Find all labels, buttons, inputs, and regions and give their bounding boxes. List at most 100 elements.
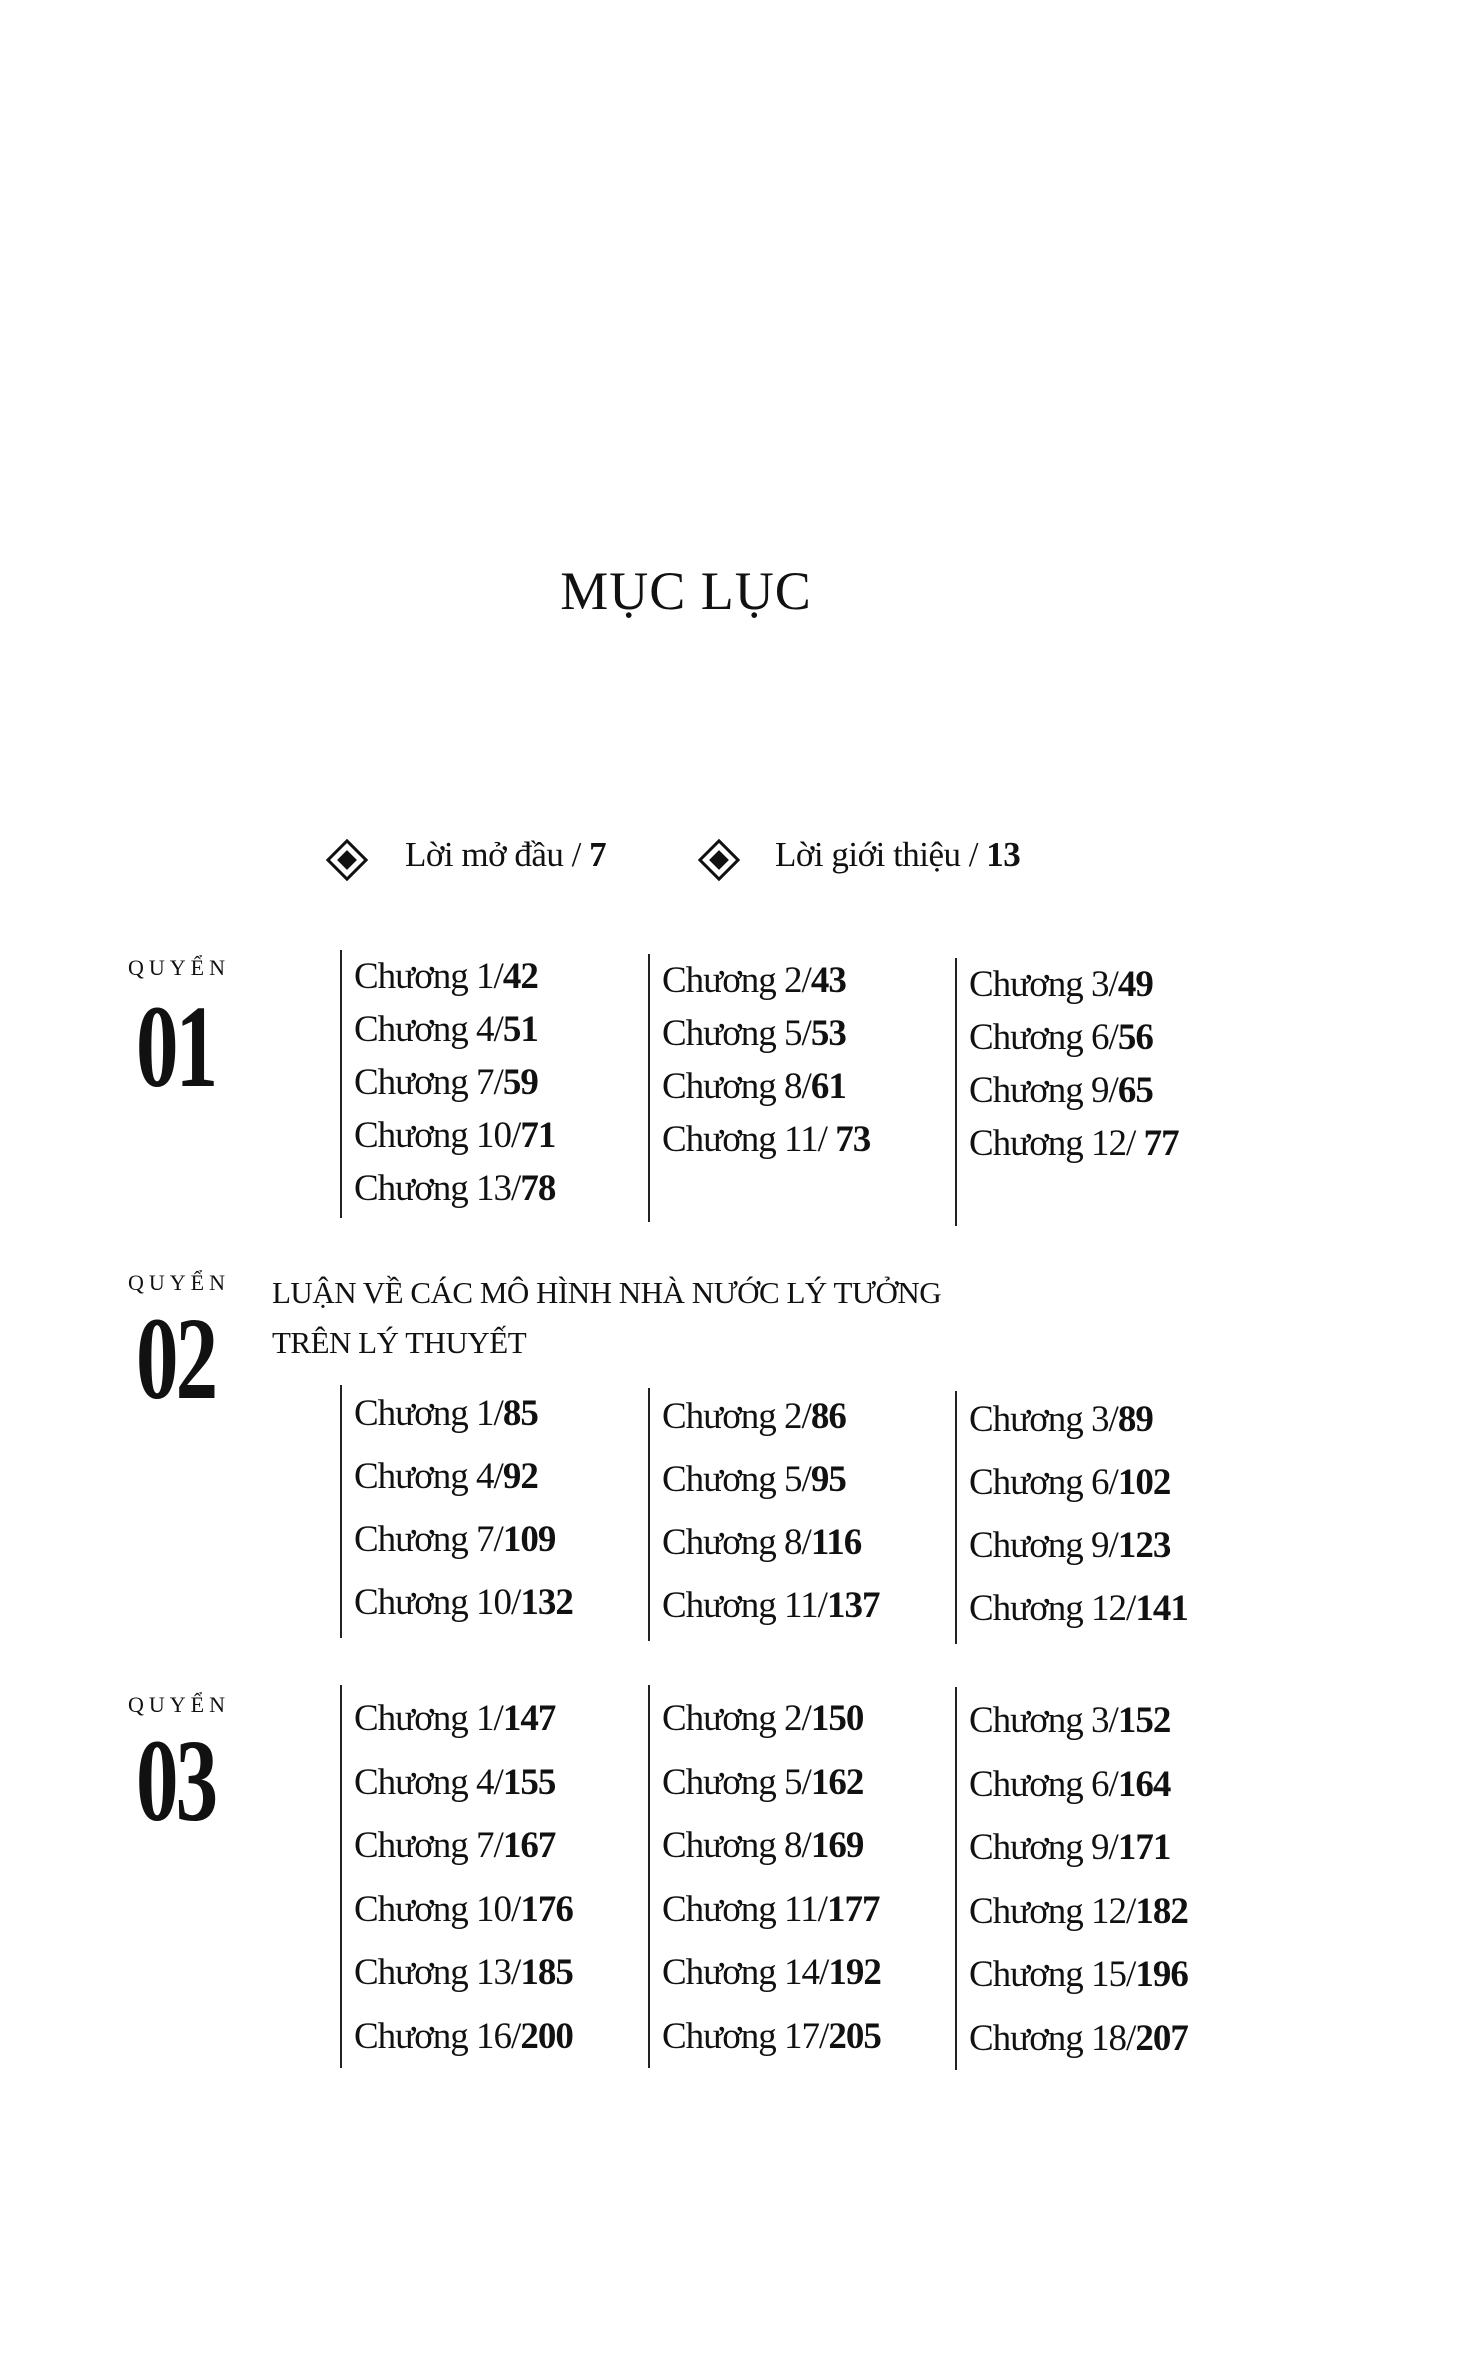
toc-entry[interactable]: Chương 11/177 <box>662 1888 880 1931</box>
entry-label: Chương 11/ <box>662 1888 828 1930</box>
toc-entry[interactable]: Chương 11/137 <box>662 1584 880 1627</box>
entry-label: Chương 4/ <box>354 1456 504 1497</box>
book-title-line: LUẬN VỀ CÁC MÔ HÌNH NHÀ NƯỚC LÝ TƯỞNG <box>272 1275 942 1310</box>
entry-page: 164 <box>1117 1763 1171 1805</box>
entry-label: Chương 11/ <box>662 1119 836 1160</box>
column-divider <box>955 1391 957 1644</box>
entry-label: Chương 3/ <box>969 1700 1119 1741</box>
entry-label: Chương 9/ <box>969 1525 1119 1566</box>
toc-entry[interactable]: Chương 18/207 <box>969 2017 1189 2060</box>
toc-entry[interactable]: Chương 2/43 <box>662 959 847 1002</box>
toc-entry[interactable]: Chương 17/205 <box>662 2015 882 2058</box>
entry-label: Chương 8/ <box>662 1825 812 1867</box>
entry-page: 53 <box>810 1013 847 1054</box>
entry-label: Chương 12/ <box>969 1123 1144 1164</box>
toc-entry[interactable]: Chương 8/116 <box>662 1521 862 1564</box>
entry-page: 162 <box>810 1761 864 1803</box>
toc-entry[interactable]: Chương 11/ 73 <box>662 1118 871 1161</box>
entry-page: 141 <box>1135 1588 1188 1629</box>
toc-entry[interactable]: Chương 6/164 <box>969 1763 1171 1806</box>
page-title: MỤC LỤC <box>560 561 812 621</box>
entry-label: Chương 7/ <box>354 1825 504 1867</box>
entry-page: 132 <box>520 1582 573 1623</box>
toc-entry[interactable]: Chương 10/176 <box>354 1888 574 1931</box>
diamond-bullet-icon <box>697 838 741 882</box>
toc-entry-preface[interactable]: Lời mở đầu / 7 <box>405 835 607 875</box>
toc-entry[interactable]: Chương 16/200 <box>354 2015 574 2058</box>
toc-entry[interactable]: Chương 12/141 <box>969 1587 1189 1630</box>
toc-entry[interactable]: Chương 6/102 <box>969 1461 1171 1504</box>
column-divider <box>955 958 957 1226</box>
toc-entry[interactable]: Chương 1/85 <box>354 1392 539 1435</box>
toc-entry[interactable]: Chương 9/171 <box>969 1826 1171 1869</box>
toc-entry[interactable]: Chương 13/185 <box>354 1951 574 1994</box>
entry-page: 56 <box>1117 1017 1154 1058</box>
toc-entry-introduction[interactable]: Lời giới thiệu / 13 <box>775 835 1021 875</box>
toc-entry[interactable]: Chương 5/95 <box>662 1458 847 1501</box>
toc-entry[interactable]: Chương 9/123 <box>969 1524 1171 1567</box>
toc-entry[interactable]: Chương 9/65 <box>969 1069 1154 1112</box>
book-label: QUYỂN <box>128 1270 230 1295</box>
toc-entry[interactable]: Chương 10/71 <box>354 1114 556 1157</box>
toc-entry[interactable]: Chương 4/92 <box>354 1455 539 1498</box>
toc-entry[interactable]: Chương 8/61 <box>662 1065 847 1108</box>
toc-entry[interactable]: Chương 5/162 <box>662 1761 864 1804</box>
column-divider <box>340 950 342 1218</box>
toc-entry[interactable]: Chương 2/86 <box>662 1395 847 1438</box>
book-title-line: TRÊN LÝ THUYẾT <box>272 1325 527 1360</box>
toc-entry[interactable]: Chương 12/ 77 <box>969 1122 1180 1165</box>
toc-entry[interactable]: Chương 3/152 <box>969 1699 1171 1742</box>
entry-page: 65 <box>1117 1070 1154 1111</box>
entry-page: 155 <box>502 1761 556 1803</box>
entry-page: 102 <box>1117 1462 1171 1503</box>
toc-entry[interactable]: Chương 1/42 <box>354 955 539 998</box>
column-divider <box>648 1685 650 2068</box>
column-divider <box>340 1685 342 2068</box>
entry-page: 171 <box>1117 1827 1171 1869</box>
entry-label: Chương 2/ <box>662 960 812 1001</box>
entry-label: Chương 1/ <box>354 1698 504 1739</box>
entry-page: 95 <box>810 1459 847 1500</box>
toc-entry[interactable]: Chương 2/150 <box>662 1697 864 1740</box>
entry-page: 85 <box>502 1393 539 1434</box>
toc-entry[interactable]: Chương 5/53 <box>662 1012 847 1055</box>
toc-entry[interactable]: Chương 4/51 <box>354 1008 539 1051</box>
entry-label: Chương 8/ <box>662 1522 812 1563</box>
toc-entry[interactable]: Chương 10/132 <box>354 1581 574 1624</box>
entry-label: Chương 9/ <box>969 1070 1119 1111</box>
entry-page: 147 <box>502 1698 556 1739</box>
toc-entry[interactable]: Chương 14/192 <box>662 1951 882 1994</box>
toc-entry[interactable]: Chương 1/147 <box>354 1697 556 1740</box>
toc-entry[interactable]: Chương 3/89 <box>969 1398 1154 1441</box>
toc-entry[interactable]: Chương 7/167 <box>354 1824 556 1867</box>
toc-entry[interactable]: Chương 4/155 <box>354 1761 556 1804</box>
entry-page: 192 <box>828 1952 881 1994</box>
toc-entry[interactable]: Chương 7/59 <box>354 1061 539 1104</box>
entry-label: Lời mở đầu / <box>405 835 590 874</box>
toc-entry[interactable]: Chương 12/182 <box>969 1890 1189 1933</box>
entry-page: 169 <box>810 1825 864 1867</box>
column-divider <box>648 1388 650 1641</box>
entry-page: 89 <box>1117 1399 1154 1440</box>
column-divider <box>648 954 650 1222</box>
entry-page: 182 <box>1135 1890 1188 1932</box>
entry-page: 200 <box>520 2016 573 2057</box>
toc-entry[interactable]: Chương 3/49 <box>969 963 1154 1006</box>
entry-page: 205 <box>828 2016 881 2057</box>
entry-label: Chương 10/ <box>354 1115 521 1156</box>
toc-entry[interactable]: Chương 6/56 <box>969 1016 1154 1059</box>
entry-page: 123 <box>1117 1525 1171 1566</box>
entry-page: 150 <box>810 1698 864 1739</box>
toc-entry[interactable]: Chương 7/109 <box>354 1518 556 1561</box>
entry-label: Chương 13/ <box>354 1952 521 1994</box>
entry-label: Chương 3/ <box>969 1399 1119 1440</box>
toc-entry[interactable]: Chương 15/196 <box>969 1953 1189 1996</box>
entry-label: Lời giới thiệu / <box>775 835 987 874</box>
entry-page: 92 <box>502 1456 539 1497</box>
entry-label: Chương 7/ <box>354 1519 504 1560</box>
entry-page: 137 <box>826 1585 880 1626</box>
toc-entry[interactable]: Chương 8/169 <box>662 1824 864 1867</box>
entry-page: 51 <box>502 1009 539 1050</box>
toc-entry[interactable]: Chương 13/78 <box>354 1167 556 1210</box>
entry-page: 176 <box>520 1888 573 1930</box>
